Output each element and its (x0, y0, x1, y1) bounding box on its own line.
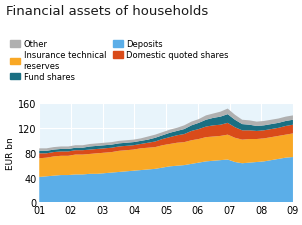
Y-axis label: EUR bn: EUR bn (6, 137, 15, 169)
Legend: Other, Insurance technical
reserves, Fund shares, Deposits, Domestic quoted shar: Other, Insurance technical reserves, Fun… (10, 40, 229, 81)
Text: Financial assets of households: Financial assets of households (6, 4, 208, 18)
